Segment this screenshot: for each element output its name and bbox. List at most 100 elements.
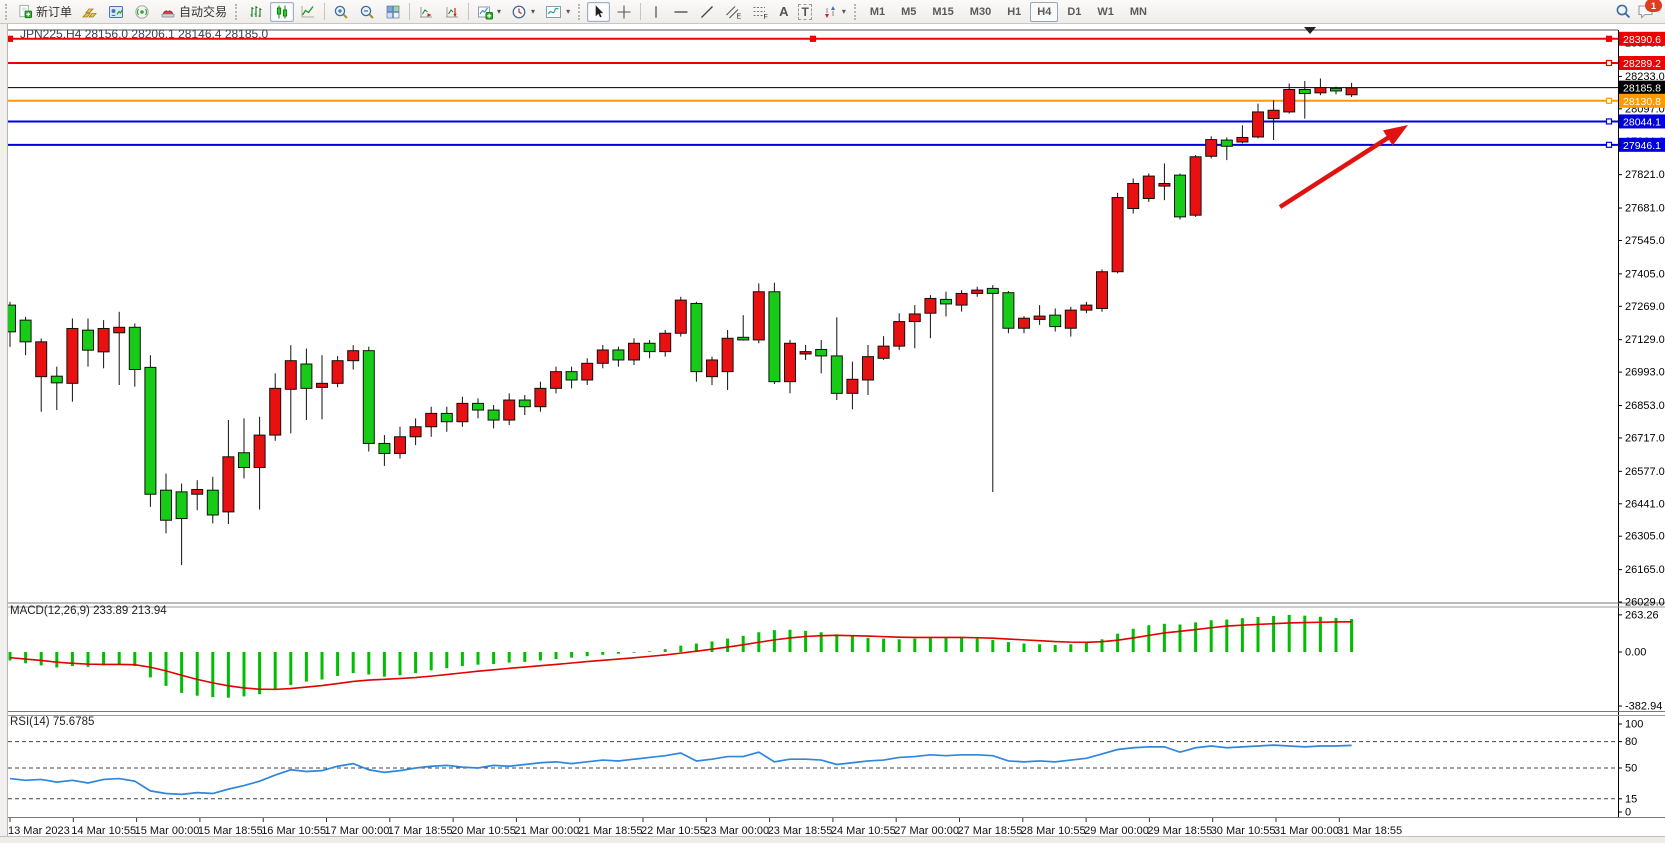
channel-icon: E bbox=[726, 5, 742, 20]
timeframe-button-M15[interactable]: M15 bbox=[932, 5, 954, 18]
timeframe-button-D1[interactable]: D1 bbox=[1067, 5, 1082, 18]
date-label: 15 Mar 18:55 bbox=[198, 825, 263, 837]
timeframe-button-H4[interactable]: H4 bbox=[1030, 1, 1059, 22]
toolbar-grip[interactable] bbox=[235, 3, 240, 20]
candlestick-chart-button[interactable] bbox=[270, 1, 295, 22]
fibonacci-tool[interactable]: F bbox=[748, 2, 773, 22]
candle-body bbox=[191, 488, 204, 495]
rsi-label: RSI(14) 75.6785 bbox=[10, 716, 94, 728]
toolbar-grip[interactable] bbox=[5, 3, 10, 20]
hline-handle[interactable] bbox=[6, 35, 14, 42]
trendline-tool[interactable] bbox=[695, 2, 719, 22]
bar-chart-button[interactable] bbox=[244, 2, 268, 22]
candle-body bbox=[1314, 87, 1327, 94]
chart-svg[interactable]: JPN225,H4 28156.0 28206.1 28146.4 28185.… bbox=[0, 24, 1665, 843]
candle-body bbox=[97, 327, 110, 353]
window-left-edge bbox=[0, 24, 8, 837]
timeframe-button-M5[interactable]: M5 bbox=[901, 5, 917, 18]
candle-body bbox=[1345, 87, 1358, 96]
timeframe-button-M1[interactable]: M1 bbox=[869, 5, 886, 18]
new-chart-button[interactable]: ▾ bbox=[473, 2, 505, 22]
text-label-icon: T bbox=[798, 3, 812, 20]
dropdown-caret-icon: ▾ bbox=[566, 7, 571, 16]
candle-body bbox=[721, 337, 734, 373]
shapes-tool[interactable]: ▾ bbox=[818, 2, 850, 22]
chat-button[interactable]: 1 bbox=[1637, 0, 1662, 20]
trend-arrow[interactable] bbox=[1278, 125, 1408, 209]
date-label: 16 Mar 10:55 bbox=[261, 825, 326, 837]
hline-handle[interactable] bbox=[1605, 141, 1613, 148]
candle-body bbox=[908, 313, 921, 323]
line-chart-button[interactable] bbox=[296, 2, 320, 22]
timeframe-button-W1[interactable]: W1 bbox=[1097, 5, 1114, 18]
macd-tick-label: -382.94 bbox=[1625, 700, 1662, 712]
candle-body bbox=[612, 349, 625, 361]
candle-body bbox=[846, 378, 859, 394]
text-tool[interactable]: A bbox=[775, 2, 792, 22]
date-label: 23 Mar 00:00 bbox=[704, 825, 769, 837]
shift-marker-icon[interactable] bbox=[1304, 27, 1316, 34]
toolbar-grip[interactable] bbox=[578, 3, 583, 20]
autotrading-button[interactable]: 自动交易 bbox=[156, 2, 231, 22]
tile-windows-button[interactable] bbox=[381, 2, 405, 22]
hline-handle[interactable] bbox=[1605, 35, 1613, 42]
shapes-arrows-icon bbox=[824, 5, 835, 18]
toolbar-right-tools: 1 bbox=[1610, 0, 1663, 22]
new-order-button[interactable]: 新订单 bbox=[14, 2, 76, 22]
candle-body bbox=[1220, 139, 1233, 147]
market-watch-button[interactable] bbox=[78, 2, 102, 22]
timeframe-button-MN[interactable]: MN bbox=[1129, 5, 1147, 18]
macd-label: MACD(12,26,9) 233.89 213.94 bbox=[10, 605, 167, 617]
price-badge-label: 28289.2 bbox=[1623, 58, 1661, 70]
date-label: 21 Mar 18:55 bbox=[578, 825, 643, 837]
auto-scroll-icon bbox=[420, 6, 433, 17]
auto-scroll-button[interactable] bbox=[414, 2, 438, 22]
candle-body bbox=[581, 362, 594, 381]
timeframe-button-H1[interactable]: H1 bbox=[1007, 5, 1022, 18]
candle-body bbox=[82, 329, 94, 351]
cursor-button[interactable] bbox=[587, 1, 611, 22]
toolbar-separator bbox=[324, 3, 326, 20]
line-chart-icon bbox=[301, 5, 315, 17]
horizontal-line-tool[interactable] bbox=[669, 2, 693, 22]
vertical-line-tool[interactable] bbox=[645, 2, 667, 22]
price-badge-label: 28044.1 bbox=[1623, 116, 1661, 128]
trend-arrow-head[interactable] bbox=[1382, 125, 1408, 146]
candle-body bbox=[986, 287, 999, 294]
search-button[interactable] bbox=[1611, 2, 1636, 22]
text-label-tool[interactable]: T bbox=[794, 2, 815, 22]
rsi-tick-label: 80 bbox=[1625, 736, 1637, 748]
profile-chart-icon bbox=[109, 5, 124, 18]
hline-handle[interactable] bbox=[809, 35, 817, 42]
zoom-in-button[interactable] bbox=[329, 2, 353, 22]
hline-handle[interactable] bbox=[1605, 59, 1613, 67]
trendline-icon bbox=[701, 5, 714, 18]
macd-tick-label: 263.26 bbox=[1625, 609, 1659, 621]
equidistant-channel-tool[interactable]: E bbox=[721, 2, 746, 22]
chart-title: JPN225,H4 28156.0 28206.1 28146.4 28185.… bbox=[20, 27, 269, 41]
price-tick-label: 27545.0 bbox=[1625, 235, 1665, 247]
date-label: 29 Mar 18:55 bbox=[1147, 825, 1212, 837]
accounts-button[interactable] bbox=[104, 2, 128, 22]
date-label: 31 Mar 00:00 bbox=[1274, 825, 1339, 837]
hline-handle[interactable] bbox=[1605, 97, 1613, 104]
timeframe-button-M30[interactable]: M30 bbox=[969, 5, 992, 18]
indicators-button[interactable]: ▾ bbox=[541, 2, 574, 22]
candle-body bbox=[862, 356, 874, 381]
chart-shift-button[interactable] bbox=[440, 2, 464, 22]
hline-handle[interactable] bbox=[1605, 118, 1613, 125]
candle-body bbox=[940, 298, 952, 305]
period-clock-button[interactable]: ▾ bbox=[507, 2, 539, 22]
macd-signal-line bbox=[9, 621, 1352, 691]
price-badge-label: 28390.6 bbox=[1623, 34, 1661, 46]
toolbar-grip[interactable] bbox=[853, 3, 859, 20]
zoom-out-button[interactable] bbox=[355, 2, 379, 22]
toolbar-separator bbox=[640, 3, 642, 20]
date-label: 17 Mar 00:00 bbox=[325, 825, 390, 837]
signals-button[interactable] bbox=[130, 2, 154, 22]
candle-body bbox=[799, 351, 812, 355]
chart-canvas[interactable]: JPN225,H4 28156.0 28206.1 28146.4 28185.… bbox=[0, 24, 1665, 843]
trend-arrow-line[interactable] bbox=[1278, 130, 1398, 209]
crosshair-button[interactable] bbox=[612, 2, 636, 22]
hline-objects[interactable] bbox=[8, 37, 1618, 146]
